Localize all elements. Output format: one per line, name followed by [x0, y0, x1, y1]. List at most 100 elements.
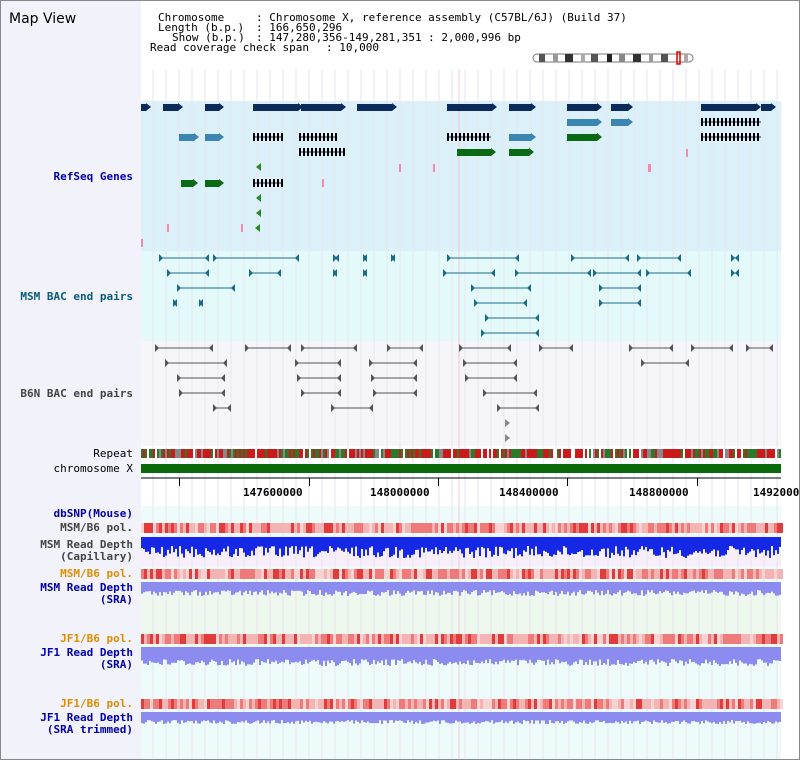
msm-depth-capillary-bar — [423, 537, 425, 553]
jf1-depth-sra-bar — [617, 647, 619, 661]
msm-bac-pair-end — [199, 299, 203, 307]
msm-depth-capillary-bar — [691, 537, 693, 555]
msm-b6-pol-band — [426, 569, 429, 579]
jf1-depth-trimmed-bar — [319, 712, 321, 723]
refseq-exon — [701, 133, 703, 141]
msm-depth-capillary-bar — [725, 537, 727, 555]
jf1-depth-sra-bar — [697, 647, 699, 665]
b6n-bac-pair-end — [227, 404, 231, 412]
jf1-depth-sra-bar — [175, 647, 177, 663]
jf1-b6-pol-band — [192, 699, 195, 709]
msm-depth-capillary-bar — [555, 537, 557, 555]
msm-b6-pol-band — [411, 523, 414, 533]
jf1-b6-pol-band — [702, 634, 705, 644]
msm-depth-sra-bar — [655, 582, 657, 595]
msm-depth-sra-bar — [283, 582, 285, 591]
refseq-exon — [463, 133, 465, 141]
repeat-band — [477, 449, 479, 458]
jf1-b6-pol-band — [741, 699, 744, 709]
msm-b6-pol-band — [447, 569, 450, 579]
repeat-band — [535, 449, 537, 458]
jf1-depth-trimmed-bar — [371, 712, 373, 724]
msm-b6-pol-band — [417, 569, 420, 579]
msm-bac-pair-end — [447, 254, 451, 262]
msm-depth-capillary-bar — [645, 537, 647, 548]
jf1-depth-sra-bar — [705, 647, 707, 660]
msm-depth-capillary-bar — [495, 537, 497, 547]
msm-depth-sra-bar — [337, 582, 339, 592]
msm-depth-capillary-bar — [621, 537, 623, 551]
msm-bac-pair-end — [625, 254, 629, 262]
jf1-depth-sra-bar — [193, 647, 195, 665]
genome-track-canvas[interactable] — [141, 1, 800, 760]
jf1-depth-sra-bar — [141, 647, 143, 661]
refseq-gene — [567, 134, 597, 141]
jf1-depth-trimmed-bar — [543, 712, 545, 721]
msm-b6-pol-band — [543, 523, 546, 533]
msm-depth-sra-bar — [559, 582, 561, 594]
repeat-band — [777, 449, 779, 458]
msm-b6-pol-band — [318, 523, 321, 533]
msm-depth-capillary-bar — [429, 537, 431, 552]
repeat-band — [737, 449, 739, 458]
jf1-depth-sra-bar — [505, 647, 507, 663]
refseq-exon — [253, 179, 255, 187]
repeat-band — [701, 449, 703, 458]
msm-depth-sra-bar — [501, 582, 503, 591]
jf1-depth-trimmed-bar — [317, 712, 319, 723]
msm-b6-pol-band — [174, 569, 177, 579]
jf1-depth-trimmed-bar — [161, 712, 163, 721]
jf1-b6-pol-band — [222, 634, 225, 644]
msm-b6-pol-band — [444, 569, 447, 579]
jf1-b6-pol-band — [492, 634, 495, 644]
refseq-exon — [725, 118, 727, 126]
chromosome-ideogram[interactable] — [529, 51, 701, 67]
jf1-b6-pol-band — [441, 699, 444, 709]
msm-b6-pol-band — [489, 523, 492, 533]
jf1-depth-sra-bar — [147, 647, 149, 665]
jf1-depth-sra-bar — [525, 647, 527, 661]
msm-b6-pol-band — [597, 569, 600, 579]
jf1-depth-trimmed-bar — [385, 712, 387, 721]
jf1-depth-sra-bar — [535, 647, 537, 663]
jf1-b6-pol-band — [555, 634, 558, 644]
refseq-gene-tick — [399, 164, 401, 172]
jf1-depth-sra-bar — [591, 647, 593, 665]
jf1-b6-pol-band — [201, 634, 204, 644]
jf1-depth-sra-bar — [523, 647, 525, 660]
jf1-depth-sra-bar — [305, 647, 307, 660]
refseq-exon — [339, 148, 341, 156]
repeat-band — [595, 449, 597, 458]
jf1-b6-pol-band — [714, 634, 717, 644]
msm-b6-pol-band — [516, 523, 519, 533]
msm-depth-capillary-bar — [685, 537, 687, 558]
jf1-depth-trimmed-bar — [155, 712, 157, 724]
msm-depth-capillary-bar — [243, 537, 245, 553]
msm-b6-pol-band — [249, 523, 252, 533]
msm-b6-pol-band — [762, 569, 765, 579]
msm-depth-capillary-bar — [249, 537, 251, 556]
msm-depth-sra-bar — [467, 582, 469, 594]
jf1-b6-pol-band — [177, 699, 180, 709]
msm-b6-pol-band — [570, 569, 573, 579]
msm-depth-capillary-bar — [713, 537, 715, 550]
jf1-depth-sra-bar — [251, 647, 253, 665]
refseq-exon — [265, 179, 267, 187]
msm-b6-pol-band — [192, 569, 195, 579]
track-label-b6n-bac: B6N BAC end pairs — [20, 387, 133, 400]
jf1-b6-pol-band — [633, 699, 636, 709]
refseq-gene-arrow — [255, 224, 260, 232]
jf1-depth-trimmed-bar — [189, 712, 191, 722]
jf1-depth-trimmed-bar — [373, 712, 375, 724]
jf1-b6-pol-band — [186, 699, 189, 709]
refseq-exon — [745, 118, 747, 126]
repeat-band — [583, 449, 585, 458]
b6n-bac-pair-end — [669, 344, 673, 352]
jf1-depth-trimmed-bar — [775, 712, 777, 722]
msm-depth-sra-bar — [631, 582, 633, 595]
msm-b6-pol-band — [705, 523, 708, 533]
b6n-bac-pair-end — [691, 344, 695, 352]
jf1-depth-sra-bar — [491, 647, 493, 664]
jf1-b6-pol-band — [675, 634, 678, 644]
jf1-depth-sra-bar — [541, 647, 543, 661]
